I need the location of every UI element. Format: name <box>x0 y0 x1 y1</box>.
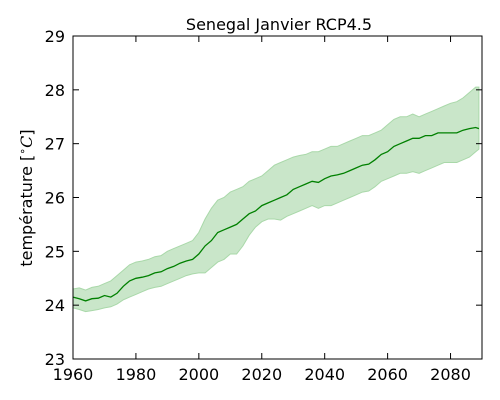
x-tick-label: 2000 <box>178 365 219 384</box>
y-tick-label: 28 <box>45 81 65 100</box>
y-axis-label-main: température [ <box>17 155 36 267</box>
mean-temperature-line <box>72 126 480 302</box>
y-tick-label: 24 <box>45 296 65 315</box>
x-axis: 1960 1980 2000 2020 2040 2060 2080 <box>53 36 471 384</box>
y-axis-label-unit: C <box>17 136 36 148</box>
x-tick-label: 2040 <box>304 365 345 384</box>
y-tick-label: 29 <box>45 27 65 46</box>
y-axis-label-degree: ∘ <box>16 148 29 155</box>
y-tick-label: 27 <box>45 135 65 154</box>
y-axis-label: température [∘C] <box>16 129 36 266</box>
y-tick-label: 25 <box>45 242 65 261</box>
plot-area <box>72 86 480 313</box>
chart-title: Senegal Janvier RCP4.5 <box>186 15 372 34</box>
x-tick-label: 2080 <box>430 365 471 384</box>
y-axis: 23 24 25 26 27 28 29 <box>45 27 482 369</box>
y-tick-label: 26 <box>45 189 65 208</box>
y-axis-label-close: ] <box>17 129 36 135</box>
y-tick-label: 23 <box>45 350 65 369</box>
x-tick-label: 1960 <box>53 365 94 384</box>
x-tick-label: 2020 <box>241 365 282 384</box>
x-tick-label: 2060 <box>367 365 408 384</box>
x-tick-label: 1980 <box>116 365 157 384</box>
